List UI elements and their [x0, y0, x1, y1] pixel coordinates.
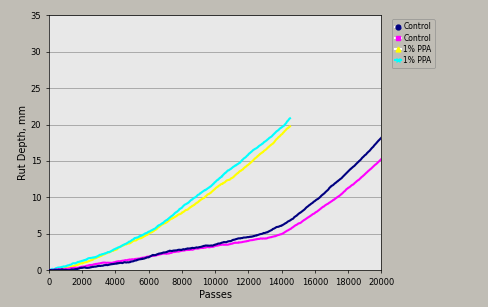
Control: [67, 266, 73, 270]
Control: [298, 220, 304, 224]
Control: [258, 237, 264, 240]
Control: [332, 181, 338, 185]
Control: [67, 268, 73, 272]
Control: [46, 268, 52, 272]
Control: [239, 236, 245, 240]
Control: [248, 235, 254, 239]
1% PPA: [47, 268, 53, 272]
Control: [258, 232, 264, 236]
1% PPA: [172, 215, 178, 219]
1% PPA: [286, 124, 292, 128]
1% PPA: [269, 134, 275, 137]
1% PPA: [171, 212, 177, 215]
1% PPA: [108, 249, 114, 253]
Control: [378, 136, 384, 139]
1% PPA: [286, 116, 292, 120]
1% PPA: [46, 268, 52, 272]
1% PPA: [81, 261, 87, 264]
1% PPA: [232, 173, 238, 177]
1% PPA: [46, 268, 52, 272]
Y-axis label: Rut Depth, mm: Rut Depth, mm: [18, 105, 28, 180]
1% PPA: [269, 142, 275, 146]
Control: [332, 196, 338, 200]
Control: [298, 210, 304, 213]
1% PPA: [266, 136, 272, 140]
Control: [50, 268, 56, 272]
Legend: Control, Control, 1% PPA, 1% PPA: Control, Control, 1% PPA, 1% PPA: [391, 19, 434, 68]
Line: 1% PPA: 1% PPA: [49, 118, 289, 270]
Control: [49, 268, 55, 272]
1% PPA: [266, 144, 272, 148]
1% PPA: [231, 164, 237, 168]
Control: [378, 157, 384, 161]
Control: [239, 240, 245, 244]
Line: 1% PPA: 1% PPA: [49, 126, 289, 270]
X-axis label: Passes: Passes: [198, 290, 231, 300]
Line: Control: Control: [49, 138, 381, 270]
1% PPA: [81, 259, 86, 262]
Control: [248, 239, 254, 242]
Line: Control: Control: [49, 159, 381, 270]
Control: [46, 268, 52, 272]
1% PPA: [108, 249, 114, 253]
